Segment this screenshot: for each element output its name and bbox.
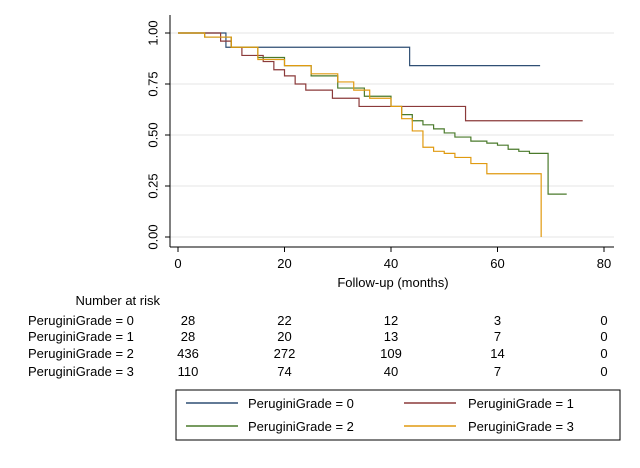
legend: PeruginiGrade = 0 PeruginiGrade = 1 Perugi… [175, 389, 621, 441]
ticks: 0.00 0.25 0.50 0.75 1.00 0 20 40 60 80 [145, 20, 611, 271]
risk-row-label: PeruginiGrade = 1 [28, 329, 134, 344]
risk-table: Number at risk PeruginiGrade = 0 28 22 12 3 0… [28, 293, 608, 379]
axes [169, 15, 614, 248]
risk-count: 13 [384, 329, 398, 344]
legend-label-grade-0: PeruginiGrade = 0 [248, 396, 354, 411]
risk-count: 0 [600, 313, 607, 328]
y-tick-label: 0.50 [145, 122, 160, 147]
x-tick-label: 40 [384, 256, 398, 271]
risk-count: 7 [494, 329, 501, 344]
risk-count: 0 [600, 346, 607, 361]
risk-count: 3 [494, 313, 501, 328]
x-axis-title: Follow-up (months) [337, 275, 448, 290]
legend-label-grade-3: PeruginiGrade = 3 [468, 419, 574, 434]
risk-count: 22 [277, 313, 291, 328]
grid [170, 32, 614, 238]
risk-count: 20 [277, 329, 291, 344]
risk-count: 28 [181, 313, 195, 328]
risk-count: 272 [274, 346, 296, 361]
risk-row-label: PeruginiGrade = 3 [28, 364, 134, 379]
survival-curves [178, 32, 583, 237]
risk-row-label: PeruginiGrade = 2 [28, 346, 134, 361]
legend-label-grade-2: PeruginiGrade = 2 [248, 419, 354, 434]
risk-count: 7 [494, 364, 501, 379]
risk-table-title: Number at risk [75, 293, 160, 308]
series-line-grade-3 [178, 32, 542, 237]
y-tick-label: 0.00 [145, 224, 160, 249]
series-line-grade-2 [178, 32, 567, 195]
risk-count: 74 [277, 364, 291, 379]
risk-count: 110 [178, 364, 199, 379]
risk-count: 14 [490, 346, 504, 361]
y-tick-label: 0.75 [145, 71, 160, 96]
risk-count: 12 [384, 313, 398, 328]
x-tick-label: 20 [277, 256, 291, 271]
risk-row-label: PeruginiGrade = 0 [28, 313, 134, 328]
x-tick-label: 60 [490, 256, 504, 271]
risk-count: 0 [600, 329, 607, 344]
x-tick-label: 80 [597, 256, 611, 271]
y-tick-label: 0.25 [145, 173, 160, 198]
legend-label-grade-1: PeruginiGrade = 1 [468, 396, 574, 411]
risk-count: 109 [380, 346, 402, 361]
risk-count: 436 [177, 346, 199, 361]
x-tick-label: 0 [174, 256, 181, 271]
legend-box [175, 389, 621, 441]
risk-count: 40 [384, 364, 398, 379]
risk-count: 28 [181, 329, 195, 344]
y-tick-label: 1.00 [145, 20, 160, 45]
series-line-grade-0 [178, 32, 541, 67]
risk-count: 0 [600, 364, 607, 379]
series-line-grade-1 [178, 32, 583, 122]
